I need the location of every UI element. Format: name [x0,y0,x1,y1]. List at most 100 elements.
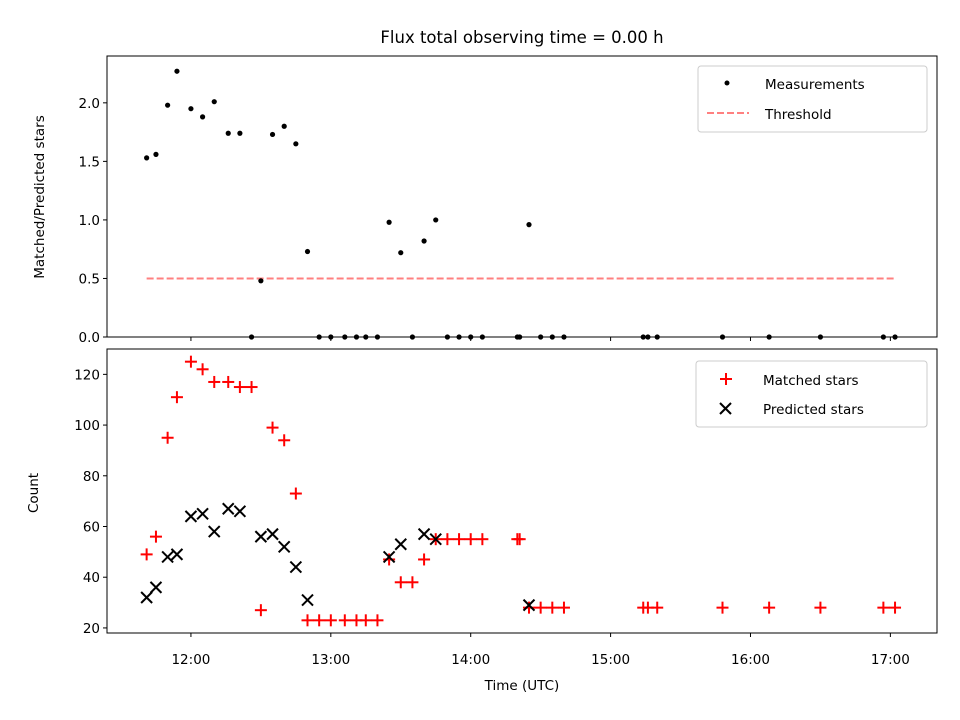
matched-star-point [266,421,279,434]
measurement-point [211,99,217,105]
measurement-point [526,222,532,228]
top-x-axis-ticks [190,337,891,341]
predicted-star-point [301,593,314,607]
legend-measurements-marker [724,80,730,86]
predicted-star-point [196,507,209,521]
bottom-y-axis-label: Count [26,473,42,513]
predicted-star-point [417,527,431,541]
matched-star-point [546,601,559,614]
predicted-star-point [149,581,163,594]
matched-star-point [359,614,372,627]
predicted-star-point [184,510,198,523]
measurement-point [269,131,276,138]
predicted-star-point [233,505,247,518]
matched-star-point [534,601,547,614]
bottom-y-tick-label: 20 [83,621,100,637]
top-y-tick-label: 2.0 [79,96,100,112]
matched-star-point [383,553,396,566]
legend-predicted-label: Predicted stars [763,402,864,418]
measurement-point [225,130,231,136]
measurement-point [304,248,311,255]
matched-star-point [716,601,729,614]
matched-star-point [522,601,535,614]
bottom-x-tick-label: 12:00 [171,652,210,668]
matched-star-point [324,614,337,627]
matched-star-point [278,434,291,447]
top-y-axis-label: Matched/Predicted stars [32,115,48,278]
predicted-star-point [266,527,279,541]
measurement-point [165,102,171,108]
measurement-point [421,238,427,244]
matched-star-point [476,533,489,546]
bottom-y-tick-label: 40 [83,570,100,586]
measurement-point [188,106,194,112]
top-y-tick-label: 0.5 [79,271,100,287]
predicted-star-point [289,560,303,574]
top-y-tick-label: 0.0 [79,330,100,346]
matched-star-point [513,533,526,546]
bottom-legend-box [695,360,928,428]
matched-star-point [453,533,466,546]
matched-star-point [313,614,326,627]
predicted-star-point [140,591,153,604]
matched-star-point [301,614,314,627]
matched-star-point [406,576,419,589]
measurement-point [153,151,159,157]
measurement-point [174,68,180,74]
top-panel: 0.00.51.01.52.0 Matched/Predicted stars … [32,55,938,346]
measurement-point [293,141,299,147]
bottom-legend: Matched stars Predicted stars [695,360,928,428]
predicted-star-point [254,530,268,543]
matched-star-point [651,601,664,614]
predicted-star-point [222,502,235,515]
bottom-x-tick-label: 14:00 [451,652,490,668]
matched-star-point [161,431,174,444]
bottom-y-tick-label: 80 [83,469,100,485]
matched-star-point [184,355,197,368]
predicted-star-point [170,548,184,561]
legend-matched-label: Matched stars [763,373,859,389]
figure-title: Flux total observing time = 0.00 h [380,28,663,47]
measurement-point [433,217,439,223]
measurement-point [398,250,404,256]
matched-star-point [222,375,235,388]
measurement-point [237,130,243,136]
matched-star-point [233,381,246,394]
bottom-y-tick-label: 60 [83,520,100,536]
bottom-y-tick-label: 120 [74,367,100,383]
bottom-panel: 20 40 60 80 100 120 12:00 13:00 14:00 15:00 16:00… [26,348,938,694]
measurement-point [281,123,287,129]
legend-measurements-label: Measurements [765,77,865,93]
bottom-x-tick-label: 13:00 [311,652,350,668]
matched-star-point [196,363,209,376]
top-legend: Measurements Threshold [697,65,928,133]
bottom-plot-marks [140,355,902,627]
predicted-star-point [208,525,221,538]
matched-star-point [149,530,162,543]
top-y-tick-label: 1.0 [79,213,100,229]
legend-matched-marker [720,373,732,385]
predicted-star-point [161,550,174,564]
legend-predicted-marker [719,402,732,415]
top-plot-marks [144,68,898,340]
matched-star-point [289,487,302,500]
top-y-axis-ticks: 0.0 0.5 1.0 1.5 2.0 [79,96,107,346]
matched-star-point [877,601,890,614]
measurement-point [258,278,264,284]
matched-star-point [418,553,431,566]
top-axes-frame [106,55,938,338]
bottom-x-tick-label: 15:00 [591,652,630,668]
bottom-y-tick-label: 100 [74,418,100,434]
matched-star-point [394,576,407,589]
bottom-y-axis-ticks: 20 40 60 80 100 120 [74,367,107,637]
bottom-x-axis-ticks: 12:00 13:00 14:00 15:00 16:00 17:00 [171,633,910,668]
predicted-star-point [522,598,536,612]
predicted-star-point [394,538,407,551]
matched-star-point [557,601,570,614]
predicted-star-point [429,532,442,546]
matched-star-point [170,391,183,404]
measurement-point [386,219,392,225]
legend-threshold-label: Threshold [764,107,832,123]
matched-star-point [441,533,454,546]
